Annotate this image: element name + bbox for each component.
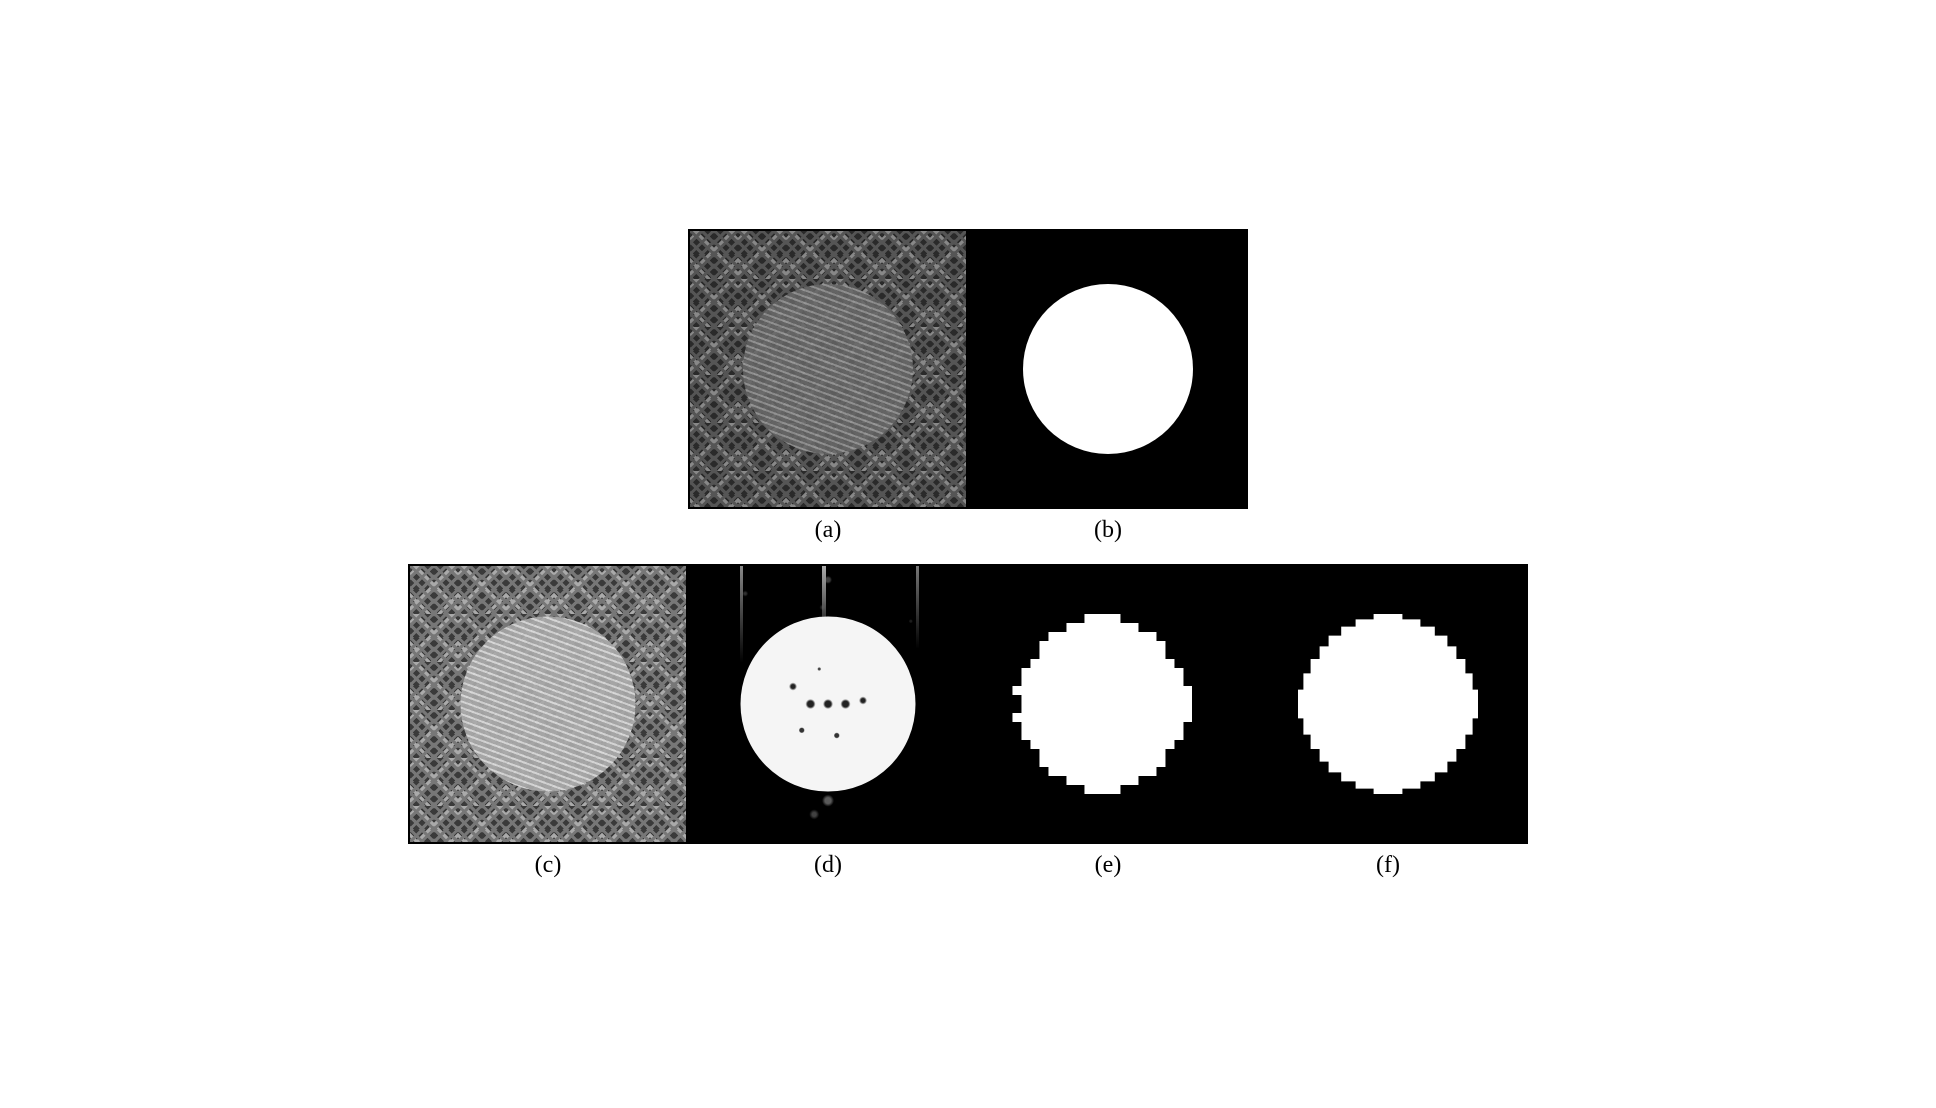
figure-container: (a) (b) (c) (408, 229, 1528, 879)
panel-d-image (688, 564, 968, 844)
panel-a-image (688, 229, 968, 509)
panel-a-label: (a) (815, 517, 842, 544)
figure-row-2: (c) (d) (e) (f) (408, 564, 1528, 879)
panel-e: (e) (968, 564, 1248, 879)
panel-b-image (968, 229, 1248, 509)
panel-a-circular-region (743, 284, 913, 454)
panel-d-noisy-circle (741, 617, 916, 792)
panel-e-pixelated-circle (1012, 614, 1192, 794)
panel-c: (c) (408, 564, 688, 879)
panel-f: (f) (1248, 564, 1528, 879)
panel-c-label: (c) (535, 852, 562, 879)
panel-f-pixelated-circle (1298, 614, 1478, 794)
panel-d-streak-right (916, 566, 919, 649)
panel-b: (b) (968, 229, 1248, 544)
figure-row-1: (a) (b) (688, 229, 1248, 544)
panel-c-circular-region (461, 617, 636, 792)
panel-f-image (1248, 564, 1528, 844)
panel-c-image (408, 564, 688, 844)
panel-d-label: (d) (814, 852, 842, 879)
panel-a: (a) (688, 229, 968, 544)
panel-b-label: (b) (1094, 517, 1122, 544)
panel-b-white-circle (1023, 284, 1193, 454)
panel-e-label: (e) (1095, 852, 1122, 879)
panel-d-streak-left (740, 566, 743, 663)
panel-e-image (968, 564, 1248, 844)
panel-d: (d) (688, 564, 968, 879)
panel-f-label: (f) (1376, 852, 1400, 879)
